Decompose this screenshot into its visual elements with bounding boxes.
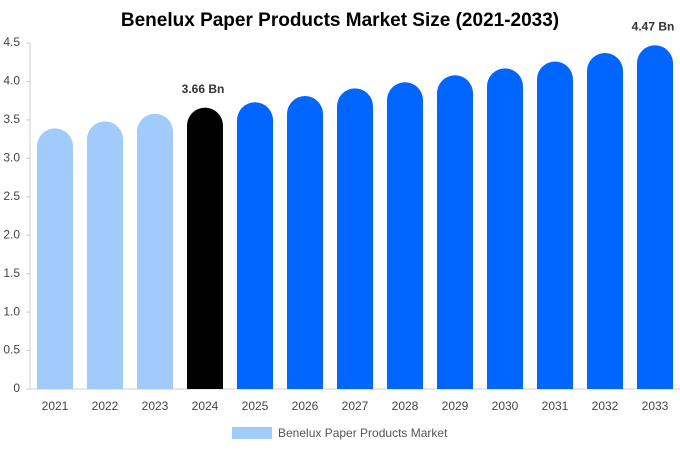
y-tick-label: 2.5 [3,189,20,203]
y-tick-label: 1.5 [3,266,20,280]
bar [637,45,673,389]
data-label: 4.47 Bn [632,19,675,33]
chart-title: Benelux Paper Products Market Size (2021… [121,10,559,31]
bar [337,88,373,389]
x-tick-label: 2030 [492,399,519,413]
data-label: 3.66 Bn [182,82,225,96]
bar [187,107,223,389]
y-tick-label: 4.0 [3,74,20,88]
y-tick-label: 4.5 [3,35,20,49]
x-tick-label: 2033 [642,399,669,413]
bar [87,121,123,389]
bar [587,52,623,390]
x-tick-label: 2031 [542,399,569,413]
bar [137,113,173,389]
legend-swatch [232,427,272,439]
x-tick-label: 2021 [42,399,69,413]
y-tick-label: 3.0 [3,151,20,165]
bar [37,128,73,389]
bar [437,75,473,389]
x-tick-label: 2022 [92,399,119,413]
x-tick-label: 2025 [242,399,269,413]
y-tick-label: 2.0 [3,227,20,241]
bar [287,96,323,389]
x-tick-label: 2024 [192,399,219,413]
x-tick-label: 2023 [142,399,169,413]
x-tick-label: 2027 [342,399,369,413]
x-tick-label: 2028 [392,399,419,413]
bar [237,102,273,390]
bar [537,61,573,389]
y-tick-label: 1.0 [3,304,20,318]
x-tick-label: 2029 [442,399,469,413]
bar [487,68,523,389]
y-tick-label: 0.5 [3,343,20,357]
y-tick-label: 3.5 [3,112,20,126]
x-tick-label: 2032 [592,399,619,413]
legend-label: Benelux Paper Products Market [278,426,448,440]
y-tick-label: 0 [13,381,20,395]
bar [387,82,423,390]
x-tick-label: 2026 [292,399,319,413]
